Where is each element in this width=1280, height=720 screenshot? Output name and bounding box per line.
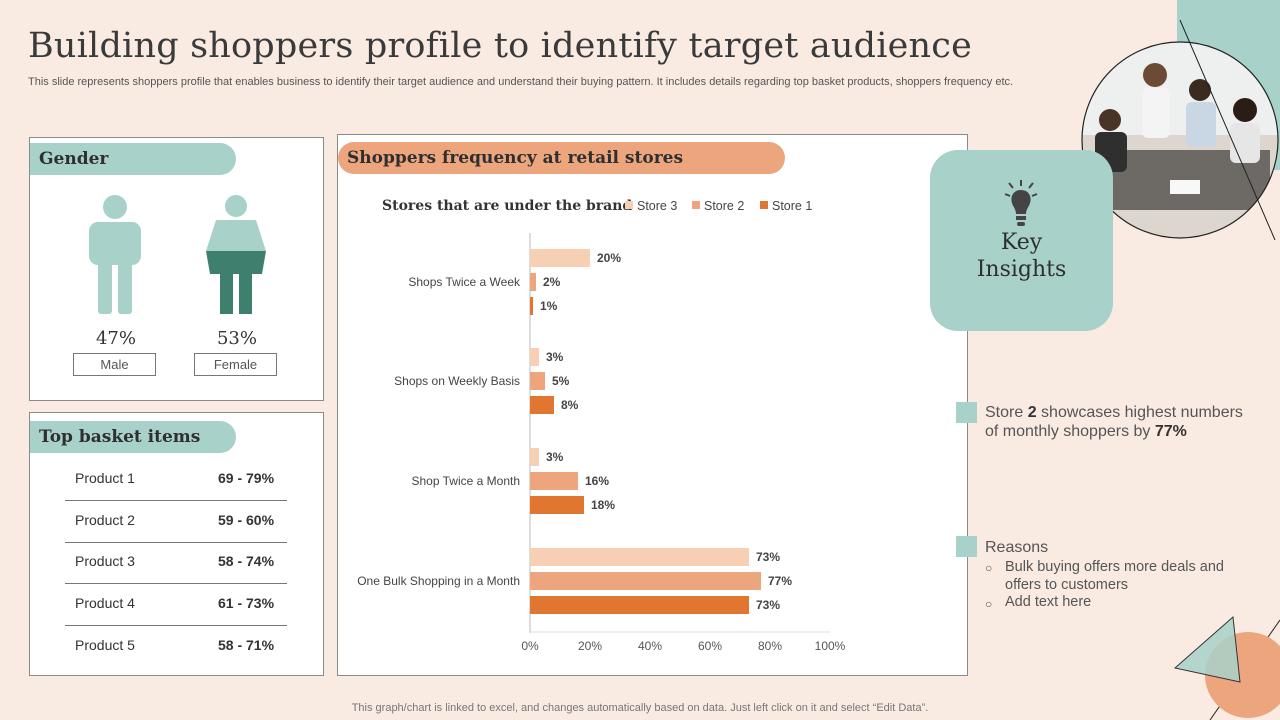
gender-heading: Gender	[30, 143, 236, 175]
bar	[530, 496, 584, 514]
basket-row: Product 5 58 - 71%	[65, 627, 287, 668]
reason-1-line1: Bulk buying offers more deals and	[1005, 559, 1224, 575]
frequency-heading: Shoppers frequency at retail stores	[338, 142, 785, 174]
basket-row: Product 3 58 - 74%	[65, 543, 287, 584]
key-insights-card: Key Insights	[930, 150, 1113, 331]
product-name: Product 1	[75, 470, 135, 486]
insight-text: of monthly shoppers by	[985, 423, 1155, 440]
basket-panel: Top basket items Product 1 69 - 79% Produ…	[29, 412, 324, 676]
legend-swatch	[625, 201, 633, 209]
bar	[530, 472, 578, 490]
insight-point-1: Store 2 showcases highest numbers of mon…	[985, 403, 1243, 441]
gender-panel: Gender 47% 53% Male Female	[29, 137, 324, 401]
bar	[530, 548, 749, 566]
legend-label: Store 1	[772, 199, 812, 213]
category-label: One Bulk Shopping in a Month	[357, 574, 520, 588]
female-label: Female	[194, 353, 277, 376]
product-range: 58 - 71%	[218, 637, 275, 653]
male-icon	[89, 195, 141, 314]
team-photo	[1081, 41, 1279, 239]
male-percentage: 47%	[95, 328, 136, 349]
legend-label: Store 2	[704, 199, 744, 213]
x-tick-label: 100%	[815, 639, 846, 653]
data-label: 3%	[546, 450, 564, 464]
female-icon	[206, 195, 266, 314]
data-label: 77%	[768, 574, 792, 588]
page-subtitle: This slide represents shoppers profile t…	[28, 76, 1014, 88]
bar	[530, 396, 554, 414]
data-label: 16%	[585, 474, 609, 488]
female-percentage: 53%	[216, 328, 257, 349]
x-tick-label: 20%	[578, 639, 602, 653]
male-label: Male	[73, 353, 156, 376]
chart-title: Stores that are under the brand	[382, 198, 632, 214]
basket-row: Product 4 61 - 73%	[65, 585, 287, 626]
insights-title-line1: Key	[1000, 230, 1043, 255]
insight-text: Store	[985, 404, 1028, 421]
data-label: 3%	[546, 350, 564, 364]
bullet-circle-icon: ○	[985, 597, 993, 611]
reasons-marker	[956, 536, 977, 557]
bar	[530, 572, 761, 590]
insight-percentage: 77%	[1154, 423, 1187, 440]
insights-title-line2: Insights	[976, 257, 1067, 282]
data-label: 1%	[540, 299, 558, 313]
reason-1-line2: offers to customers	[1005, 577, 1129, 593]
product-name: Product 2	[75, 512, 135, 528]
frequency-panel: Shoppers frequency at retail stores Stor…	[337, 134, 968, 676]
x-tick-label: 0%	[521, 639, 539, 653]
page-title: Building shoppers profile to identify ta…	[28, 26, 972, 66]
data-label: 5%	[552, 374, 570, 388]
reason-2: Add text here	[1005, 594, 1092, 610]
basket-row: Product 1 69 - 79%	[65, 460, 287, 501]
footnote: This graph/chart is linked to excel, and…	[351, 702, 929, 714]
legend-label: Store 3	[637, 199, 677, 213]
decor-lines	[1173, 19, 1280, 720]
insight-text: showcases highest numbers	[1036, 404, 1243, 421]
bar	[530, 372, 545, 390]
insight-marker	[956, 402, 977, 423]
data-label: 73%	[756, 550, 780, 564]
insight-store-number: 2	[1027, 404, 1037, 421]
product-name: Product 3	[75, 553, 135, 569]
category-label: Shop Twice a Month	[411, 474, 520, 488]
data-label: 20%	[597, 251, 621, 265]
data-label: 2%	[543, 275, 561, 289]
bullet-circle-icon: ○	[985, 561, 993, 575]
category-label: Shops Twice a Week	[408, 275, 521, 289]
product-name: Product 5	[75, 637, 135, 653]
bar	[530, 348, 539, 366]
lightbulb-icon	[1004, 180, 1038, 226]
data-label: 73%	[756, 598, 780, 612]
product-range: 58 - 74%	[218, 553, 275, 569]
legend-swatch	[760, 201, 768, 209]
category-label: Shops on Weekly Basis	[394, 374, 520, 388]
reasons-label: Reasons	[985, 539, 1049, 556]
bar	[530, 273, 536, 291]
data-label: 18%	[591, 498, 615, 512]
bar	[530, 249, 590, 267]
x-tick-label: 80%	[758, 639, 782, 653]
bar	[530, 297, 533, 315]
x-tick-label: 40%	[638, 639, 662, 653]
product-range: 59 - 60%	[218, 512, 275, 528]
bar	[530, 448, 539, 466]
data-label: 8%	[561, 398, 579, 412]
product-range: 61 - 73%	[218, 595, 275, 611]
basket-row: Product 2 59 - 60%	[65, 502, 287, 543]
product-name: Product 4	[75, 595, 135, 611]
product-range: 69 - 79%	[218, 470, 275, 486]
legend-swatch	[692, 201, 700, 209]
basket-heading: Top basket items	[30, 421, 236, 453]
x-tick-label: 60%	[698, 639, 722, 653]
frequency-chart: Stores that are under the brand Store 3 St…	[357, 198, 846, 653]
bar	[530, 596, 749, 614]
